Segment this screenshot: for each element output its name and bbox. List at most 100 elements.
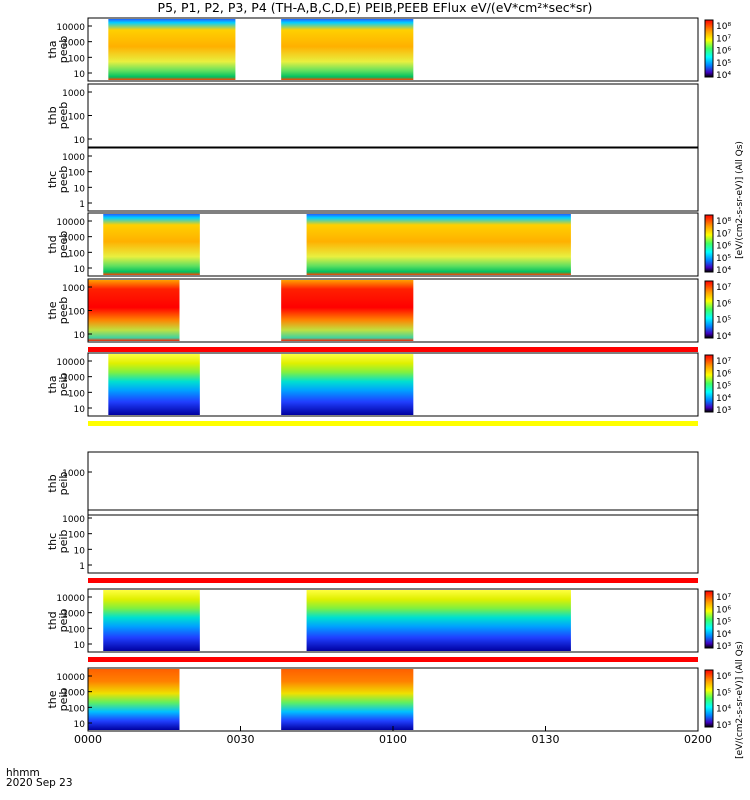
colorbar: [704, 19, 714, 78]
colorbar-tick-label: 10⁴: [716, 630, 731, 640]
y-axis-label: thb: [46, 106, 59, 124]
spectrogram-segment: [281, 354, 414, 415]
y-tick-label: 1000: [62, 469, 85, 479]
y-axis-label: peeb: [57, 231, 70, 259]
y-axis-label: thd: [46, 611, 59, 629]
y-axis-label: peib: [57, 373, 70, 397]
y-tick-label: 100: [68, 308, 85, 318]
colorbar-tick-label: 10⁵: [716, 316, 731, 326]
panel-frame: [87, 588, 699, 653]
colorbar-tick-label: 10⁷: [716, 593, 731, 603]
colorbar: [704, 590, 714, 649]
time-axis-label: hhmm: [6, 767, 40, 779]
y-tick-label: 100: [68, 389, 85, 399]
y-axis-label: the: [46, 690, 59, 708]
y-tick-label: 10: [74, 184, 86, 194]
y-axis-label: peib: [57, 530, 70, 554]
y-axis-label: peib: [57, 472, 70, 496]
y-tick-label: 10: [74, 720, 86, 730]
colorbar-tick-label: 10⁵: [716, 618, 731, 628]
spectrogram-segment: [281, 280, 414, 341]
colorbar-tick-label: 10⁸: [716, 217, 731, 227]
colorbar-tick-label: 10³: [716, 721, 731, 731]
y-tick-label: 100: [68, 625, 85, 635]
colorbar-tick-label: 10³: [716, 642, 731, 652]
y-tick-label: 10: [74, 331, 86, 341]
y-tick-label: 10000: [56, 358, 85, 368]
colorbar-tick-label: 10⁴: [716, 71, 731, 81]
y-tick-label: 10: [74, 405, 86, 415]
panel-frame: [87, 451, 699, 516]
colorbar-tick-label: 10⁵: [716, 688, 731, 698]
spectrogram-segment: [306, 214, 571, 275]
y-tick-label: 1000: [62, 689, 85, 699]
colorbar-tick-label: 10⁵: [716, 254, 731, 264]
y-tick-label: 10: [74, 136, 86, 146]
spectrogram-segment: [88, 669, 180, 730]
spectrogram-segment: [108, 354, 200, 415]
colorbar-tick-label: 10⁷: [716, 357, 731, 367]
colorbar: [704, 669, 714, 728]
y-axis-label: the: [46, 301, 59, 319]
y-tick-label: 1000: [62, 374, 85, 384]
colorbar-tick-label: 10⁶: [716, 299, 731, 309]
y-tick-label: 1000: [62, 610, 85, 620]
x-tick-label: 0100: [379, 733, 407, 746]
y-axis-label: peeb: [57, 166, 70, 194]
y-axis-label: tha: [46, 40, 59, 58]
colorbar-tick-label: 10⁷: [716, 229, 731, 239]
y-tick-label: 100: [68, 249, 85, 259]
colorbar-tick-label: 10⁴: [716, 266, 731, 276]
colorbar-tick-label: 10⁶: [716, 672, 731, 682]
separator-bar: [88, 657, 698, 662]
y-tick-label: 10: [74, 265, 86, 275]
y-axis-label: thd: [46, 235, 59, 253]
colorbar-unit: [eV/(cm2-s-sr-eV)] (All Qs): [735, 641, 745, 759]
y-tick-label: 1000: [62, 39, 85, 49]
y-tick-label: 100: [68, 531, 85, 541]
y-tick-label: 100: [68, 169, 85, 179]
spectrogram-segment: [103, 214, 200, 275]
colorbar-tick-label: 10⁶: [716, 242, 731, 252]
y-axis-label: thc: [46, 171, 59, 188]
y-tick-label: 100: [68, 113, 85, 123]
y-tick-label: 1000: [62, 515, 85, 525]
colorbar-tick-label: 10⁴: [716, 394, 731, 404]
y-tick-label: 10000: [56, 23, 85, 33]
y-axis-label: peib: [57, 609, 70, 633]
spectrogram-segment: [88, 280, 180, 341]
colorbar: [704, 354, 714, 413]
y-axis-label: peeb: [57, 102, 70, 130]
panel-frame: [87, 83, 699, 148]
colorbar-tick-label: 10⁶: [716, 369, 731, 379]
panel-frame: [87, 147, 699, 212]
spectrogram-segment: [306, 590, 571, 651]
y-tick-label: 1: [79, 200, 85, 210]
panel-frame: [87, 212, 699, 277]
colorbar-tick-label: 10⁷: [716, 283, 731, 293]
spectrogram-segment: [108, 19, 236, 80]
y-axis-label: peib: [57, 688, 70, 712]
y-axis-label: tha: [46, 375, 59, 393]
panel-frame: [87, 509, 699, 574]
colorbar-tick-label: 10⁴: [716, 705, 731, 715]
colorbar-tick-label: 10⁷: [716, 34, 731, 44]
y-tick-label: 100: [68, 54, 85, 64]
colorbar-tick-label: 10⁵: [716, 382, 731, 392]
y-tick-label: 1: [79, 562, 85, 572]
chart-title: P5, P1, P2, P3, P4 (TH-A,B,C,D,E) PEIB,P…: [157, 0, 593, 15]
y-tick-label: 10000: [56, 594, 85, 604]
spectrogram-segment: [103, 590, 200, 651]
spectrogram-segment: [281, 19, 414, 80]
y-tick-label: 1000: [62, 234, 85, 244]
y-axis-label: thb: [46, 474, 59, 492]
y-axis-label: peeb: [57, 297, 70, 325]
y-tick-label: 10: [74, 641, 86, 651]
x-tick-label: 0130: [532, 733, 560, 746]
y-tick-label: 10000: [56, 673, 85, 683]
separator-bar: [88, 578, 698, 583]
separator-bar: [88, 347, 698, 352]
colorbar: [704, 214, 714, 273]
y-tick-label: 1000: [62, 153, 85, 163]
y-tick-label: 1000: [62, 284, 85, 294]
